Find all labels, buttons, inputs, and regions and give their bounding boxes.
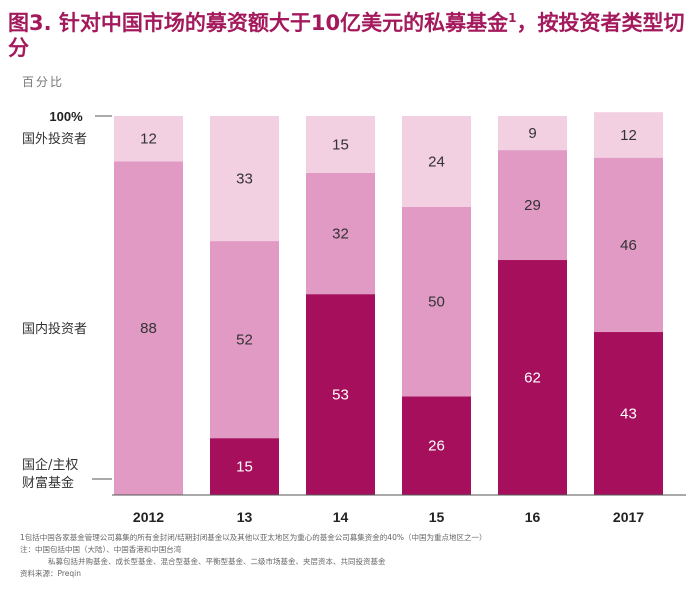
legend-soe-line2: 财富基金: [22, 475, 74, 491]
footnote-1: 1包括中国各家基金管理公司募集的所有金封闭/结期封闭基金以及其他以亚太地区为重心…: [20, 533, 487, 542]
footnotes: 1包括中国各家基金管理公司募集的所有金封闭/结期封闭基金以及其他以亚太地区为重心…: [20, 532, 690, 580]
bar-value-label: 43: [620, 406, 637, 423]
bar-value-label: 24: [428, 153, 445, 170]
bar-segment: [114, 161, 183, 496]
x-tick-label: 13: [237, 509, 253, 525]
x-tick-label: 14: [333, 509, 349, 525]
bar-value-label: 33: [236, 171, 253, 188]
bar-value-label: 62: [524, 370, 541, 387]
bars-group: 0881215523353321526502462299434612: [114, 112, 663, 496]
chart-title: 图3. 针对中国市场的募资额大于10亿美元的私募基金1，按投资者类型切分: [8, 6, 692, 61]
bar-segment: [402, 396, 471, 495]
footnote-source: 资料来源：Preqin: [20, 569, 82, 578]
stacked-bar-chart: 100% 国外投资者 国内投资者 国企/主权 财富基金 088121552335…: [22, 109, 686, 525]
bar-segment: [594, 332, 663, 495]
bar-value-label: 53: [332, 387, 349, 404]
x-tick-label: 16: [525, 509, 541, 525]
bar-value-label: 12: [620, 127, 637, 144]
bar-value-label: 9: [528, 125, 536, 142]
bar-segment: [402, 206, 471, 397]
x-axis-labels: 2012 13 14 15 16 2017: [133, 509, 644, 525]
bar-value-label: 32: [332, 225, 349, 242]
bar-value-label: 46: [620, 237, 637, 254]
bar-segment: [594, 157, 663, 333]
chart-title-footnote-mark: 1: [508, 11, 517, 25]
bar-segment: [306, 294, 375, 495]
bar-segment: [498, 116, 567, 151]
bar-segment: [306, 172, 375, 295]
legend-domestic-investors: 国内投资者: [22, 321, 87, 337]
unit-label: 百分比: [22, 75, 65, 89]
bar-value-label: 15: [236, 459, 253, 476]
bar-value-label: 50: [428, 294, 445, 311]
bar-segment: [498, 150, 567, 261]
bar-value-label: 12: [140, 131, 157, 148]
bar-value-label: 29: [524, 197, 541, 214]
bar-segment: [210, 116, 279, 242]
x-tick-label: 2012: [133, 509, 164, 525]
legend-foreign-investors: 国外投资者: [22, 131, 87, 147]
x-tick-label: 15: [429, 509, 445, 525]
bar-segment: [498, 260, 567, 495]
bar-value-label: 52: [236, 332, 253, 349]
bar-segment: [114, 116, 183, 162]
footnote-pe-definition: 私募包括并购基金、成长型基金、混合型基金、平衡型基金、二级市场基金、夹层资本、共…: [48, 557, 386, 566]
bar-value-label: 26: [428, 438, 445, 455]
bar-segment: [402, 116, 471, 207]
y-tick-label-100: 100%: [49, 109, 83, 124]
chart-title-rest: ，按投资者类型切分: [8, 11, 685, 60]
bar-value-label: 15: [332, 136, 349, 153]
bar-segment: [306, 116, 375, 173]
bar-segment: [210, 438, 279, 495]
legend-soe-line1: 国企/主权: [22, 457, 78, 473]
bar-value-label: 88: [140, 320, 157, 337]
chart-title-main: 图3. 针对中国市场的募资额大于10亿美元的私募基金: [8, 11, 509, 35]
footnote-note: 注：中国包括中国（大陆）、中国香港和中国台湾: [20, 545, 182, 554]
bar-segment: [594, 112, 663, 158]
bar-segment: [210, 241, 279, 439]
x-tick-label: 2017: [613, 509, 644, 525]
